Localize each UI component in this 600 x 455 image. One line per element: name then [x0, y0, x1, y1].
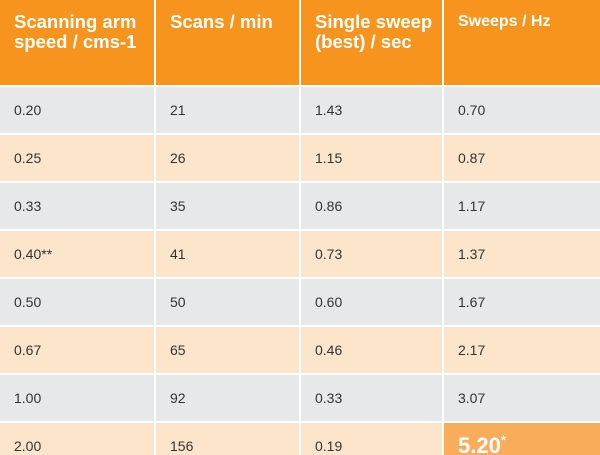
header-scans-per-min: Scans / min [155, 0, 301, 87]
cell-arm-speed: 0.40** [0, 230, 156, 279]
cell-scans-per-min: 65 [155, 326, 301, 375]
cell-scans-per-min: 92 [155, 374, 301, 423]
cell-scans-per-min: 50 [155, 278, 301, 327]
cell-arm-speed: 0.20 [0, 86, 156, 135]
cell-single-sweep: 0.73 [300, 230, 444, 279]
highlight-value: 5.20 [458, 433, 501, 455]
header-row: Scanning arm speed / cms-1 Scans / min S… [0, 0, 600, 87]
table-row: 0.20 21 1.43 0.70 [0, 86, 600, 135]
cell-single-sweep: 0.46 [300, 326, 444, 375]
cell-sweeps-hz: 0.87 [443, 134, 600, 183]
cell-single-sweep: 1.15 [300, 134, 444, 183]
table-row: 0.67 65 0.46 2.17 [0, 326, 600, 375]
cell-scans-per-min: 35 [155, 182, 301, 231]
cell-arm-speed: 0.33 [0, 182, 156, 231]
header-scanning-arm-speed: Scanning arm speed / cms-1 [0, 0, 156, 87]
cell-arm-speed: 0.50 [0, 278, 156, 327]
cell-sweeps-hz: 1.67 [443, 278, 600, 327]
cell-single-sweep: 0.19 [300, 422, 444, 455]
cell-single-sweep: 0.86 [300, 182, 444, 231]
table-row: 0.33 35 0.86 1.17 [0, 182, 600, 231]
table-row: 0.25 26 1.15 0.87 [0, 134, 600, 183]
cell-sweeps-hz: 1.17 [443, 182, 600, 231]
cell-arm-speed: 0.67 [0, 326, 156, 375]
header-sweeps-hz: Sweeps / Hz [443, 0, 600, 87]
cell-scans-per-min: 156 [155, 422, 301, 455]
header-single-sweep: Single sweep (best) / sec [300, 0, 444, 87]
cell-arm-speed: 1.00 [0, 374, 156, 423]
cell-scans-per-min: 21 [155, 86, 301, 135]
cell-sweeps-hz-highlight: 5.20* [443, 422, 600, 455]
table-header: Scanning arm speed / cms-1 Scans / min S… [0, 0, 600, 87]
table-row: 0.40** 41 0.73 1.37 [0, 230, 600, 279]
cell-scans-per-min: 41 [155, 230, 301, 279]
cell-arm-speed: 0.25 [0, 134, 156, 183]
table-row: 2.00 156 0.19 5.20* [0, 422, 600, 455]
cell-single-sweep: 0.60 [300, 278, 444, 327]
cell-sweeps-hz: 0.70 [443, 86, 600, 135]
footnote-mark: * [500, 432, 506, 448]
cell-scans-per-min: 26 [155, 134, 301, 183]
table-row: 1.00 92 0.33 3.07 [0, 374, 600, 423]
table-row: 0.50 50 0.60 1.67 [0, 278, 600, 327]
cell-arm-speed: 2.00 [0, 422, 156, 455]
cell-sweeps-hz: 1.37 [443, 230, 600, 279]
cell-sweeps-hz: 2.17 [443, 326, 600, 375]
cell-single-sweep: 1.43 [300, 86, 444, 135]
cell-single-sweep: 0.33 [300, 374, 444, 423]
cell-sweeps-hz: 3.07 [443, 374, 600, 423]
table-body: 0.20 21 1.43 0.70 0.25 26 1.15 0.87 0.33… [0, 86, 600, 455]
